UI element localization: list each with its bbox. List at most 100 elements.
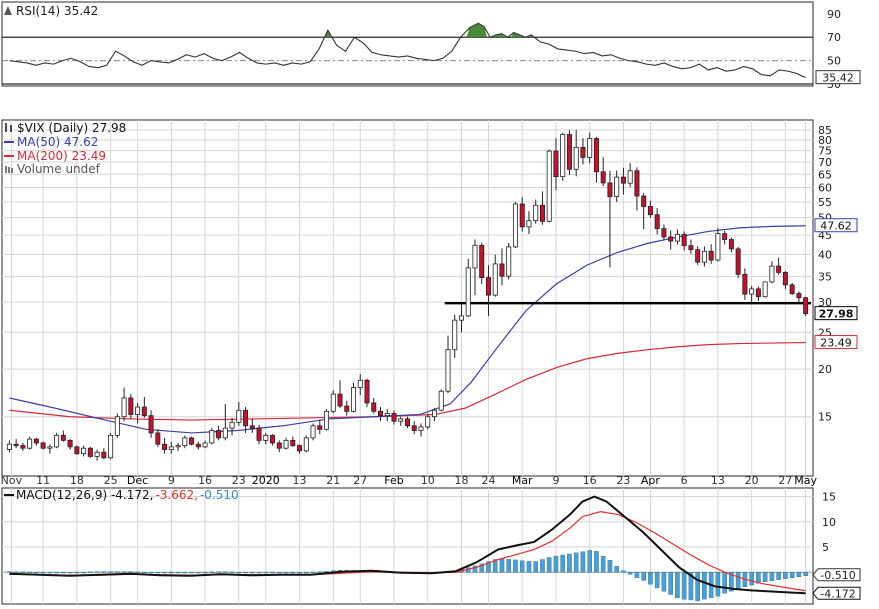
candle-body — [607, 182, 613, 197]
macd-histogram-bar — [121, 571, 127, 573]
price-tick-label: 65 — [818, 168, 832, 181]
candle-body — [74, 446, 80, 455]
macd-histogram-value-label: -0.510 — [820, 569, 855, 582]
rsi-overbought-fill — [466, 23, 488, 38]
macd-histogram-bar — [715, 572, 721, 597]
x-axis-date-label: 20 — [745, 474, 759, 487]
macd-histogram-bar — [472, 565, 478, 573]
price-tick-label: 55 — [818, 196, 832, 209]
macd-histogram-bar — [762, 572, 768, 582]
candle-body — [195, 443, 201, 448]
candle-body — [472, 244, 478, 269]
rsi-overbought-fill — [324, 30, 331, 38]
price-tick-label: 35 — [818, 271, 832, 284]
macd-histogram-bar — [148, 572, 154, 574]
macd-histogram-bar — [486, 561, 491, 573]
x-axis-date-label: 27 — [778, 474, 792, 487]
macd-histogram-bar — [94, 571, 100, 573]
candle-body — [6, 443, 12, 450]
ma50-value-tag — [814, 218, 858, 233]
candle-body — [789, 284, 795, 294]
candle-body — [94, 451, 100, 457]
rsi-legend-text: RSI(14) 35.42 — [16, 4, 98, 18]
macd-histogram-bar — [553, 555, 559, 573]
candle-body — [148, 415, 154, 434]
ma200-value-label: 23.49 — [820, 337, 852, 350]
candle-body — [445, 349, 451, 392]
candle-body — [101, 451, 107, 459]
candle-body — [60, 434, 66, 441]
macd-histogram-bar — [681, 572, 687, 600]
macd-histogram-bar — [7, 571, 12, 573]
macd-histogram-bar — [675, 572, 680, 599]
macd-histogram-bar — [142, 572, 147, 574]
candle-body — [405, 418, 410, 427]
candle-body — [344, 405, 350, 412]
candle-body — [108, 434, 114, 459]
candle-body — [458, 315, 464, 321]
macd-histogram-bar — [27, 571, 32, 574]
rsi-tick-label: 90 — [827, 8, 841, 21]
macd-histogram-bar — [594, 551, 599, 573]
volume-legend-text: Volume undef — [17, 162, 101, 176]
price-tick-label: 80 — [818, 134, 832, 147]
candle-body — [600, 171, 606, 184]
macd-histogram-bar — [88, 571, 93, 573]
macd-histogram-bar — [479, 563, 485, 573]
macd-histogram-bar — [101, 571, 107, 573]
candle-body — [742, 273, 748, 295]
candle-body — [87, 447, 93, 457]
rsi-panel-frame — [1, 1, 814, 87]
macd-histogram-bar — [115, 571, 120, 573]
macd-histogram-bar — [627, 572, 633, 575]
rsi-line — [9, 22, 806, 79]
candle-body — [297, 445, 303, 452]
macd-histogram-bar — [61, 572, 66, 574]
macd-histogram-bar — [303, 572, 309, 574]
x-axis-date-label: 6 — [681, 474, 688, 487]
macd-histogram-bar — [229, 571, 235, 574]
candle-body — [175, 445, 181, 448]
candle-body — [431, 409, 437, 418]
macd-tick-label: 5 — [822, 541, 829, 554]
macd-histogram-bar — [796, 572, 802, 577]
ma50-value-label: 47.62 — [820, 220, 852, 233]
price-tick-label: 85 — [818, 124, 832, 137]
candle-body — [202, 442, 208, 448]
macd-histogram-bar — [317, 571, 323, 573]
candle-body — [20, 445, 26, 449]
candle-body — [593, 138, 599, 173]
macd-histogram-bar — [175, 572, 181, 574]
macd-histogram-bar — [722, 572, 727, 594]
macd-histogram-bar — [54, 572, 59, 574]
macd-histogram-bar — [695, 572, 700, 602]
candle-body — [276, 442, 282, 449]
candle-body — [512, 203, 518, 248]
macd-histogram-bar — [283, 572, 289, 574]
candle-body — [384, 413, 390, 417]
macd-histogram-bar — [155, 572, 161, 574]
x-axis-date-label: 23 — [616, 474, 630, 487]
macd-histogram-bar — [688, 572, 694, 601]
candle-body — [303, 437, 309, 452]
candle-body — [81, 447, 87, 455]
histogram-legend-text: -0.510 — [200, 488, 239, 502]
price-tick-label: 70 — [818, 156, 832, 169]
macd-histogram-bar — [216, 571, 221, 573]
macd-histogram-bar — [492, 559, 498, 573]
candle-body — [33, 438, 39, 444]
rsi-last-value-tag — [815, 70, 861, 85]
x-axis-date-label: 18 — [70, 474, 84, 487]
candle-body — [243, 409, 249, 427]
candle-body — [701, 250, 707, 263]
candle-body — [627, 170, 633, 184]
macd-histogram-bar — [290, 572, 296, 574]
price-tick-label: 75 — [818, 145, 832, 158]
macd-histogram-bar — [270, 572, 275, 574]
x-axis-date-label: 9 — [168, 474, 175, 487]
candle-body — [317, 425, 323, 430]
candle-body — [674, 233, 680, 242]
macd-tick-label: 10 — [822, 516, 836, 529]
x-axis-date-label: 10 — [421, 474, 435, 487]
